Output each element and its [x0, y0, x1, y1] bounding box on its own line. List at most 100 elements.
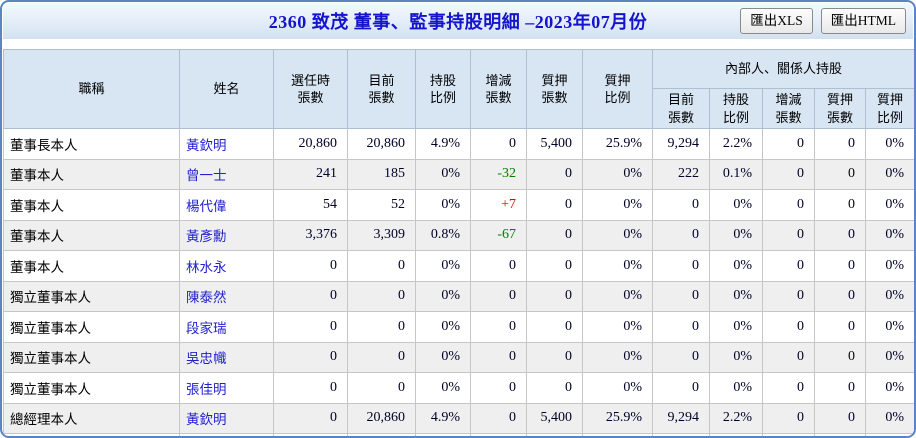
insider-col-current-shares: 目前 張數: [652, 87, 710, 130]
value-cell: 0: [347, 372, 416, 404]
value-cell: 185: [347, 433, 416, 436]
value-cell: -67: [470, 219, 527, 252]
page-title: 2360 致茂 董事、監事持股明細 –2023年07月份: [268, 12, 648, 32]
position-cell: 董事本人: [3, 158, 180, 191]
insider-col-pledged-shares: 質押 張數: [814, 87, 866, 130]
value-cell: 0: [762, 158, 815, 191]
value-cell: 0: [814, 372, 866, 404]
value-cell: 0: [762, 250, 815, 282]
value-cell: 0%: [709, 311, 763, 343]
value-cell: 0: [762, 433, 815, 436]
value-cell: 0%: [582, 219, 653, 252]
name-link[interactable]: 吳忠幟: [179, 341, 274, 374]
value-cell: 0%: [415, 158, 471, 191]
value-cell: 0%: [582, 250, 653, 282]
value-cell: 0: [526, 341, 583, 374]
table-row: 獨立董事本人 段家瑞 0 0 0% 0 0 0% 0 0% 0 0 0%: [3, 311, 914, 343]
value-cell: 9,294: [652, 402, 710, 435]
value-cell: 0: [526, 219, 583, 252]
value-cell: 0%: [864, 402, 914, 435]
name-link[interactable]: 陳泰然: [179, 280, 274, 313]
col-header-pledged-shares: 質押 張數: [526, 48, 583, 130]
export-xls-button[interactable]: 匯出XLS: [740, 8, 813, 35]
value-cell: 0: [470, 372, 527, 404]
value-cell: 0%: [864, 433, 914, 436]
value-cell: 0%: [415, 372, 471, 404]
value-cell: 0: [526, 311, 583, 343]
value-cell: 5,400: [526, 128, 583, 160]
value-cell: 0: [347, 280, 416, 313]
value-cell: 0: [526, 250, 583, 282]
name-link[interactable]: 張佳明: [179, 372, 274, 404]
position-cell: 獨立董事本人: [3, 311, 180, 343]
value-cell: 222: [652, 433, 710, 436]
value-cell: 0: [273, 433, 348, 436]
value-cell: 0: [652, 250, 710, 282]
name-link[interactable]: 楊代偉: [179, 189, 274, 221]
value-cell: 3,309: [347, 219, 416, 252]
title-bar: 2360 致茂 董事、監事持股明細 –2023年07月份 匯出XLS 匯出HTM…: [3, 3, 913, 39]
value-cell: 0%: [864, 189, 914, 221]
name-link[interactable]: 段家瑞: [179, 311, 274, 343]
name-link[interactable]: 黃欽明: [179, 128, 274, 160]
export-button-group: 匯出XLS 匯出HTML: [740, 8, 906, 35]
value-cell: 0%: [864, 280, 914, 313]
spacer: [2, 39, 914, 49]
value-cell: 185: [347, 158, 416, 191]
value-cell: 0%: [415, 311, 471, 343]
value-cell: 20,860: [347, 128, 416, 160]
value-cell: 5,400: [526, 402, 583, 435]
name-link[interactable]: 黃欽明: [179, 402, 274, 435]
value-cell: 0: [762, 189, 815, 221]
col-header-elected-shares: 選任時 張數: [273, 48, 348, 130]
table-row: 獨立董事本人 張佳明 0 0 0% 0 0 0% 0 0% 0 0 0%: [3, 372, 914, 404]
value-cell: 0: [470, 402, 527, 435]
table-row: 獨立董事本人 吳忠幟 0 0 0% 0 0 0% 0 0% 0 0 0%: [3, 341, 914, 374]
value-cell: 0%: [582, 372, 653, 404]
position-cell: 獨立董事本人: [3, 372, 180, 404]
col-group-insider-holdings: 內部人、關係人持股: [651, 49, 914, 89]
value-cell: 20,860: [347, 402, 416, 435]
name-link[interactable]: 曾一士: [179, 433, 274, 436]
value-cell: 0%: [709, 219, 763, 252]
value-cell: 0: [814, 311, 866, 343]
value-cell: 0: [652, 280, 710, 313]
name-link[interactable]: 曾一士: [179, 158, 274, 191]
col-header-change-shares: 增減 張數: [470, 48, 527, 130]
value-cell: 0: [273, 311, 348, 343]
name-link[interactable]: 黃彥勳: [179, 219, 274, 252]
position-cell: 董事本人: [3, 189, 180, 221]
value-cell: 0: [470, 341, 527, 374]
value-cell: 54: [273, 189, 348, 221]
position-cell: 獨立董事本人: [3, 280, 180, 313]
value-cell: 0: [273, 280, 348, 313]
value-cell: 241: [273, 158, 348, 191]
value-cell: 222: [652, 158, 710, 191]
value-cell: 0: [347, 250, 416, 282]
value-cell: 0.1%: [709, 433, 763, 436]
value-cell: 0: [526, 433, 583, 436]
table-header: 職稱 姓名 選任時 張數 目前 張數 持股 比例 增減 張數 質押 張數 質押 …: [3, 48, 914, 130]
value-cell: 20,860: [273, 128, 348, 160]
value-cell: 0%: [864, 341, 914, 374]
table-body: 董事長本人 黃欽明 20,860 20,860 4.9% 0 5,400 25.9% 9,294…: [3, 128, 914, 436]
value-cell: 0: [273, 402, 348, 435]
value-cell: 0: [470, 128, 527, 160]
value-cell: 0: [814, 341, 866, 374]
value-cell: 0: [652, 311, 710, 343]
value-cell: 0: [814, 128, 866, 160]
table-row: 董事本人 黃彥勳 3,376 3,309 0.8% -67 0 0% 0 0% 0 0 0%: [3, 219, 914, 252]
value-cell: 0%: [415, 280, 471, 313]
export-html-button[interactable]: 匯出HTML: [820, 8, 906, 35]
value-cell: 0%: [864, 311, 914, 343]
col-header-current-shares: 目前 張數: [347, 48, 416, 130]
value-cell: 9,294: [652, 128, 710, 160]
name-link[interactable]: 林水永: [179, 250, 274, 282]
value-cell: 0: [762, 311, 815, 343]
value-cell: 0: [347, 311, 416, 343]
col-header-position: 職稱: [3, 48, 180, 130]
value-cell: 0%: [415, 189, 471, 221]
value-cell: 0%: [864, 372, 914, 404]
position-cell: 總經理本人: [3, 402, 180, 435]
value-cell: -32: [470, 158, 527, 191]
